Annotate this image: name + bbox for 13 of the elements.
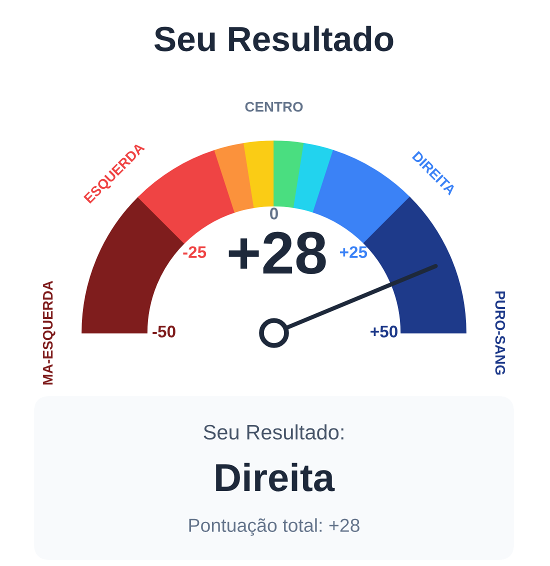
text: 0: [270, 208, 278, 220]
text: PURO-SANG: [495, 291, 506, 375]
text: -50: [152, 326, 176, 338]
text: +50: [370, 326, 398, 338]
text: +28: [228, 232, 326, 274]
text: Seu Resultado:: [204, 424, 344, 440]
chart-title: Seu Resultado: [154, 26, 394, 52]
text: +25: [340, 246, 368, 258]
text: -25: [183, 246, 206, 258]
text: Direita: [216, 462, 335, 492]
text: Pontuação total: +28: [189, 518, 360, 536]
text: MA-ESQUERDA: [42, 280, 56, 385]
text: CENTRO: [245, 102, 303, 112]
